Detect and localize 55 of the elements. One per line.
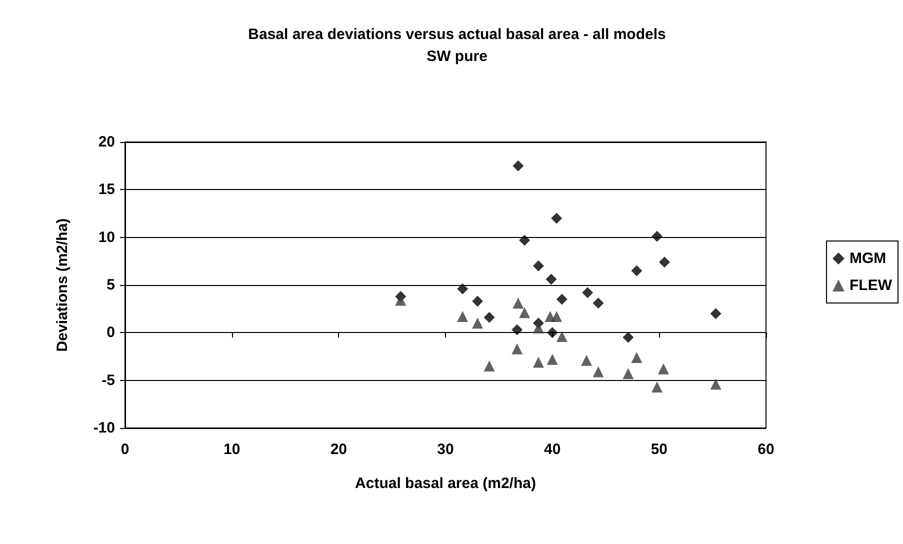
point (546, 274, 557, 285)
point (484, 360, 495, 372)
x-tick-label: 60 (758, 441, 774, 458)
y-tick-label: 5 (106, 276, 115, 294)
point (457, 310, 468, 322)
x-tick-label: 20 (330, 441, 348, 458)
point (631, 352, 642, 363)
point (546, 354, 558, 365)
point (622, 368, 634, 380)
y-tick-label: 10 (98, 228, 115, 246)
point (512, 160, 524, 172)
point (710, 308, 722, 320)
point (546, 327, 558, 338)
point (556, 294, 568, 305)
point (519, 234, 530, 246)
point (631, 265, 642, 276)
point (592, 366, 604, 378)
point (551, 310, 562, 322)
y-tick-label: -10 (93, 420, 115, 436)
x-tick-label: 30 (437, 441, 454, 458)
point (652, 382, 663, 393)
point (512, 324, 523, 336)
x-tick-label: 40 (544, 441, 561, 458)
point (622, 332, 634, 343)
y-tick-label: -5 (102, 372, 115, 389)
y-tick-label: 0 (106, 324, 115, 342)
chart-title: Basal area deviations versus actual basal area - all models (248, 26, 666, 43)
point (592, 298, 604, 309)
point (551, 212, 562, 224)
point (484, 312, 495, 323)
y-axis-title: Deviations (m2/ha) (54, 218, 71, 352)
point (582, 287, 594, 298)
x-axis-title: Actual basal area (m2/ha) (355, 475, 536, 492)
point (512, 298, 524, 309)
point (472, 318, 484, 329)
point (658, 363, 669, 374)
chart-subtitle: SW pure (426, 48, 488, 65)
point (472, 296, 484, 307)
y-tick-label: 20 (98, 134, 115, 150)
y-tick-label: 15 (98, 181, 115, 198)
point (532, 260, 544, 272)
point (519, 307, 530, 318)
point (457, 283, 468, 294)
legend-label: FLEW (850, 277, 893, 294)
point (581, 354, 592, 366)
point (710, 378, 722, 390)
legend-label: MGM (850, 250, 886, 267)
x-tick-label: 50 (650, 441, 668, 458)
point (532, 356, 544, 368)
x-tick-label: 10 (223, 441, 240, 458)
x-tick-label: 0 (120, 441, 130, 458)
point (659, 256, 670, 268)
point (556, 330, 568, 342)
point (512, 343, 523, 354)
point (652, 230, 663, 242)
